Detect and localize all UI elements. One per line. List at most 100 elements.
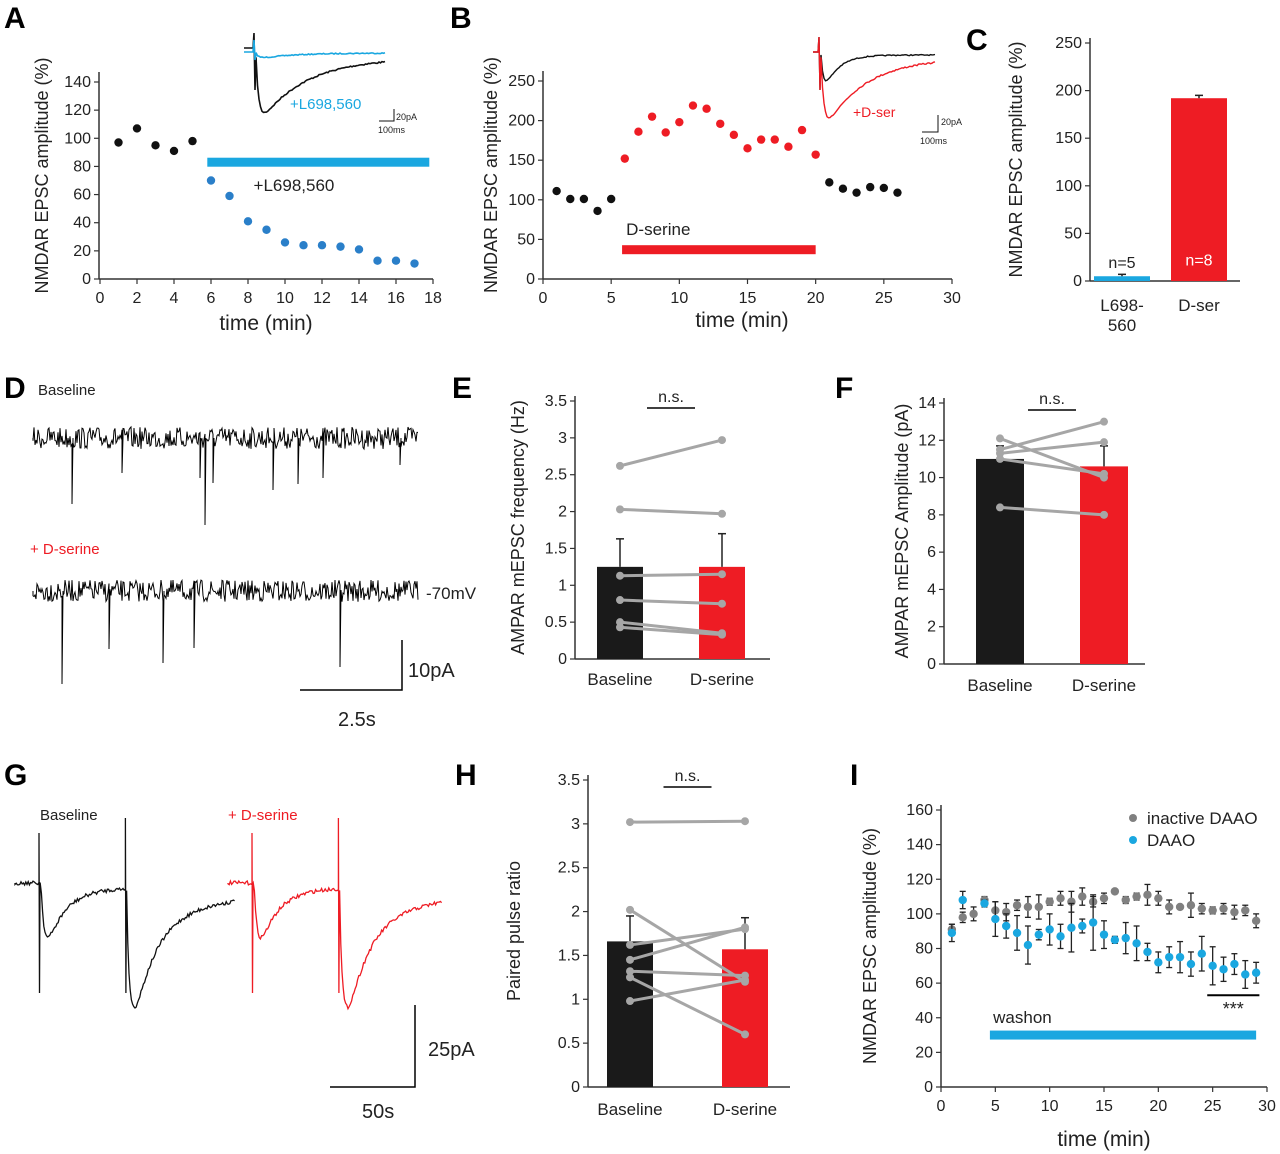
y-tick-label: 12	[918, 432, 936, 449]
panel-f-chart: 0 2 4 6 8 10 12 14 AMPAR mEPSC Amplitude (pA) Bas…	[892, 391, 1145, 695]
data-point	[373, 256, 382, 265]
data-point	[410, 259, 419, 268]
data-point	[626, 955, 634, 964]
paired-line	[619, 507, 723, 516]
data-point	[661, 128, 670, 137]
dserine-label: + D-serine	[228, 807, 298, 824]
scale-bar	[379, 109, 395, 122]
data-point	[1175, 902, 1185, 912]
y-tick-label: 160	[906, 802, 933, 819]
y-axis-title: NMDAR EPSC amplitude (%)	[860, 828, 880, 1064]
y-tick-label: 120	[906, 871, 933, 888]
baseline-label: Baseline	[40, 807, 98, 824]
y-tick-label: 100	[64, 130, 91, 147]
data-point	[958, 895, 967, 905]
panel-letter-d: D	[4, 372, 26, 405]
data-point	[1012, 928, 1022, 938]
data-point	[1175, 952, 1185, 962]
data-point	[947, 928, 957, 938]
data-point	[797, 125, 807, 135]
data-point	[606, 194, 616, 204]
data-point	[702, 104, 711, 113]
paired-line	[999, 420, 1105, 452]
inset-drug-label: +D-ser	[853, 104, 896, 120]
y-tick-label: 0	[927, 656, 936, 673]
y-tick-label: 60	[915, 975, 933, 992]
data-point	[620, 154, 629, 163]
data-point	[996, 434, 1004, 443]
data-point	[552, 186, 561, 196]
significance-label: ***	[1223, 999, 1244, 1019]
x-tick-label: 30	[1258, 1098, 1276, 1115]
data-point	[206, 176, 216, 185]
data-point	[675, 117, 684, 127]
panel-letter-c: C	[966, 24, 988, 57]
baseline-paired-pulse-trace	[14, 817, 235, 1009]
paired-line	[629, 978, 746, 1003]
x-tick-label: 20	[1149, 1098, 1167, 1115]
inset-drug-label: +L698,560	[290, 96, 361, 113]
data-point	[1056, 894, 1065, 903]
scale-x-label: 100ms	[378, 125, 406, 135]
data-point	[579, 194, 589, 204]
data-point	[958, 913, 967, 922]
scale-x-label: 2.5s	[338, 709, 376, 731]
data-point	[336, 242, 345, 251]
paired-cell	[616, 596, 726, 608]
data-point	[741, 975, 749, 984]
data-point	[838, 184, 848, 193]
holding-potential-label: -70mV	[426, 584, 477, 603]
x-axis-title: time (min)	[219, 312, 312, 335]
bar-d-serine	[1080, 466, 1128, 664]
y-tick-label: 0	[1073, 273, 1082, 290]
category-label: Baseline	[587, 670, 652, 689]
data-point	[1067, 923, 1076, 932]
data-point	[616, 461, 624, 470]
y-tick-label: 20	[915, 1044, 933, 1061]
x-tick-label: 0	[937, 1098, 946, 1115]
data-point	[647, 112, 657, 121]
data-point	[866, 182, 875, 192]
paired-cell	[626, 975, 749, 1006]
y-tick-label: 0	[526, 271, 535, 288]
scale-y-label: 10pA	[408, 660, 455, 682]
paired-line	[999, 440, 1105, 455]
paired-cell	[616, 505, 726, 518]
y-tick-label: 150	[508, 152, 535, 169]
scale-x-label: 100ms	[920, 136, 948, 146]
bar-baseline	[597, 566, 643, 659]
panel-letters: A B C D E F G H I	[4, 2, 988, 792]
data-point	[566, 194, 575, 204]
x-tick-label: 15	[739, 290, 757, 307]
y-tick-label: 0.5	[558, 1035, 580, 1052]
treatment-bar	[207, 157, 430, 167]
data-point	[593, 206, 602, 216]
data-point	[299, 241, 308, 250]
data-point	[1241, 970, 1250, 979]
category-label: D-serine	[1072, 676, 1136, 695]
series-1	[206, 176, 419, 268]
treatment-label: washon	[992, 1008, 1052, 1027]
y-axis-title: Paired pulse ratio	[504, 861, 524, 1001]
y-tick-label: 250	[1055, 35, 1082, 52]
y-tick-label: 14	[918, 395, 936, 412]
data-point	[317, 241, 327, 250]
category-label: D-ser	[1178, 296, 1220, 315]
y-tick-label: 80	[73, 158, 91, 175]
data-point	[1230, 907, 1239, 917]
y-tick-label: 1	[558, 577, 567, 594]
y-tick-label: 3.5	[545, 393, 567, 410]
data-point	[879, 183, 889, 193]
x-tick-label: 0	[539, 290, 548, 307]
y-tick-label: 140	[64, 74, 91, 91]
x-tick-label: 8	[244, 290, 253, 307]
x-tick-label: 4	[170, 290, 179, 307]
x-tick-label: 25	[875, 290, 893, 307]
paired-cell	[626, 817, 749, 827]
data-point	[391, 256, 401, 265]
data-point	[626, 967, 634, 976]
paired-cell	[626, 973, 749, 1039]
l698-epsc-trace	[244, 39, 386, 61]
